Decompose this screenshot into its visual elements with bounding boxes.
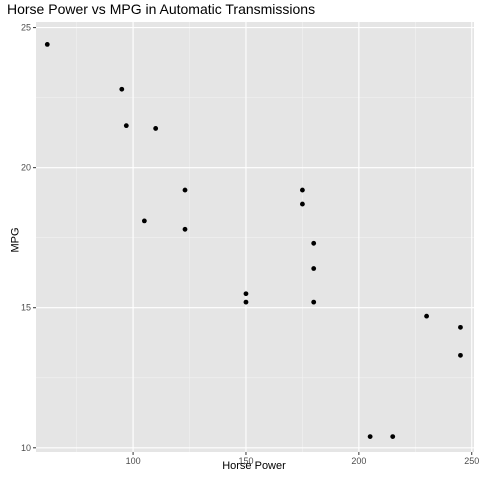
data-point [153, 126, 159, 131]
data-point [424, 313, 429, 319]
data-point [311, 240, 317, 246]
x-tick-label: 250 [464, 456, 479, 466]
data-point [119, 86, 125, 92]
data-point [300, 187, 305, 193]
data-point [311, 299, 317, 305]
data-point [390, 434, 396, 439]
x-axis-label: Horse Power [222, 460, 286, 472]
data-point [367, 434, 373, 439]
y-axis-ticks: 10 15 20 25 [21, 23, 36, 453]
chart-title: Horse Power vs MPG in Automatic Transmis… [7, 1, 316, 17]
data-point [243, 299, 249, 305]
y-tick-label: 10 [21, 443, 31, 453]
data-point [123, 123, 129, 129]
data-point [458, 352, 463, 358]
x-tick-label: 200 [351, 456, 366, 466]
data-point [300, 201, 305, 207]
y-tick-label: 25 [21, 23, 31, 33]
y-axis-label: MPG [9, 227, 22, 253]
data-point [311, 266, 317, 271]
x-tick-label: 100 [126, 456, 141, 466]
y-tick-label: 20 [21, 163, 31, 173]
major-gridlines [36, 22, 474, 452]
x-tick-label: 150 [238, 456, 253, 466]
data-point [44, 42, 50, 47]
data-point [141, 218, 147, 224]
data-points [44, 42, 463, 439]
minor-gridlines [36, 22, 474, 452]
data-point [182, 187, 188, 193]
plot-panel [36, 22, 474, 452]
y-tick-label: 15 [21, 303, 31, 313]
data-point [458, 324, 463, 330]
data-point [243, 291, 249, 297]
data-point [182, 226, 188, 232]
x-axis-ticks: 100 150 200 250 [126, 452, 479, 466]
